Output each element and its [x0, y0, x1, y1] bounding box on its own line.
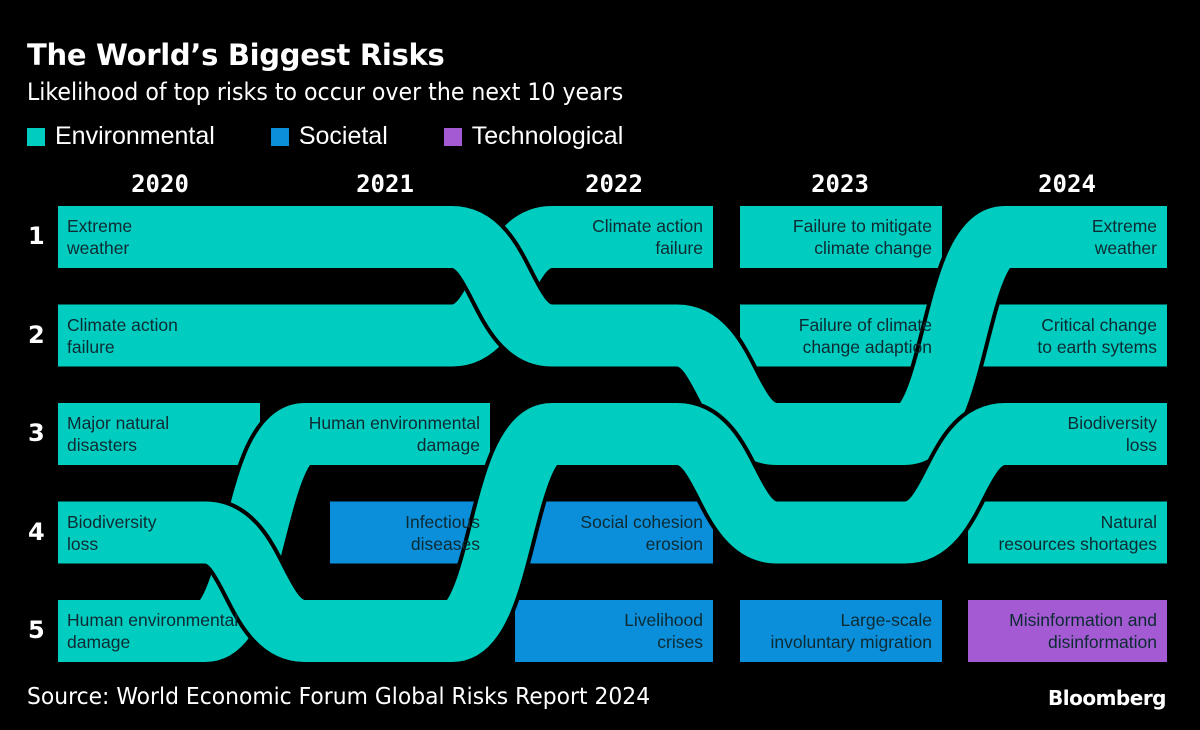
risk-label-line: failure [655, 238, 703, 258]
risk-box [515, 501, 713, 564]
risk-label-line: loss [67, 533, 99, 554]
risk-label-line: disinformation [1048, 632, 1157, 652]
risk-label-line: Climate action [67, 314, 178, 335]
risk-label-line: resources shortages [998, 533, 1157, 554]
source-note: Source: World Economic Forum Global Risk… [27, 684, 651, 710]
risk-label-line: damage [416, 435, 480, 455]
risk-label: Failure to mitigate climate change [793, 206, 932, 268]
risk-label-line: erosion [645, 533, 703, 554]
rank-label: 1 [28, 222, 45, 250]
risk-label-line: Human environmental [67, 610, 239, 630]
legend: Environmental Societal Technological [27, 122, 679, 151]
risk-label-line: weather [67, 238, 130, 258]
risk-label-line: Social cohesion [580, 511, 703, 532]
risk-label-line: involuntary migration [770, 632, 932, 652]
risk-label-line: Extreme [67, 216, 133, 236]
year-label: 2020 [131, 170, 189, 198]
risk-label-line: Large-scale [840, 610, 932, 630]
risk-label: Livelihood crises [624, 600, 703, 662]
legend-swatch [270, 127, 289, 146]
risk-label-line: Climate action [592, 216, 703, 236]
risk-label-line: Failure to mitigate [792, 216, 932, 236]
risk-box [740, 304, 942, 367]
risk-flow [58, 206, 1167, 465]
risk-label: Social cohesion erosion [580, 502, 703, 564]
risk-label: Infectious diseases [405, 502, 480, 564]
legend-label: Technological [471, 122, 624, 150]
risk-label: Climate action failure [67, 305, 178, 367]
legend-item-societal: Societal [270, 122, 388, 151]
risk-label-line: diseases [410, 533, 480, 554]
rank-label: 3 [28, 419, 45, 447]
risk-label-line: Major natural [67, 413, 170, 433]
risk-label-line: Misinformation and [1009, 610, 1157, 630]
risk-box [740, 600, 942, 662]
risk-box [968, 304, 1167, 367]
risk-label-line: damage [67, 632, 131, 652]
chart-title: The World’s Biggest Risks [27, 38, 445, 72]
bloomberg-logo: Bloomberg [1048, 686, 1166, 710]
risk-label-line: Human environmental [308, 413, 480, 433]
risk-label-line: failure [67, 336, 115, 357]
risk-box [968, 501, 1167, 564]
risk-label-line: Biodiversity [67, 511, 157, 532]
risk-label: Climate action failure [592, 206, 703, 268]
year-label: 2024 [1038, 170, 1096, 198]
year-label: 2021 [356, 170, 414, 198]
risk-label-line: Livelihood [624, 610, 703, 630]
risk-label-line: Extreme [1091, 216, 1157, 236]
risk-label: Large-scale involuntary migration [771, 600, 932, 662]
risk-label: Failure of climate change adaption [799, 305, 932, 367]
risk-label: Extreme weather [1092, 206, 1157, 268]
risk-label: Misinformation and disinformation [1009, 600, 1157, 662]
rank-label: 2 [28, 320, 45, 349]
risk-box [968, 600, 1167, 662]
legend-item-environmental: Environmental [27, 122, 215, 151]
legend-label: Societal [298, 122, 388, 150]
legend-swatch [443, 127, 462, 146]
year-label: 2023 [811, 170, 869, 198]
risk-label: Human environmental damage [309, 403, 480, 465]
risk-label-line: Critical change [1041, 314, 1157, 335]
risk-label: Major natural disasters [67, 403, 169, 465]
risk-label: Extreme weather [67, 206, 132, 268]
risk-flow [58, 403, 1167, 662]
legend-swatch [27, 127, 45, 146]
risk-box [515, 600, 713, 662]
risk-label-line: loss [1125, 435, 1157, 455]
risk-label: Critical change to earth sytems [1037, 305, 1157, 367]
legend-item-technological: Technological [443, 122, 624, 151]
risk-label-line: Natural [1100, 511, 1157, 532]
risk-label-line: Failure of climate [798, 314, 932, 335]
year-label: 2022 [585, 170, 643, 198]
risk-label-line: weather [1094, 238, 1157, 258]
risk-label-line: to earth sytems [1037, 336, 1157, 357]
risk-box [58, 403, 260, 465]
risk-label: Human environmental damage [67, 600, 238, 662]
rank-label: 4 [28, 517, 45, 546]
chart-subtitle: Likelihood of top risks to occur over th… [27, 78, 624, 106]
risk-box [740, 206, 942, 268]
risk-label: Natural resources shortages [998, 502, 1157, 564]
legend-label: Environmental [55, 122, 215, 150]
risk-label-line: climate change [814, 238, 932, 258]
risk-label-line: crises [657, 632, 703, 652]
risk-label: Biodiversity loss [67, 502, 156, 564]
risk-label: Biodiversity loss [1068, 403, 1157, 465]
risk-label-line: Biodiversity [1067, 413, 1157, 433]
risk-label-line: disasters [67, 435, 138, 455]
rank-label: 5 [28, 616, 45, 644]
risk-label-line: change adaption [802, 336, 932, 357]
risk-label-line: Infectious [405, 511, 480, 532]
